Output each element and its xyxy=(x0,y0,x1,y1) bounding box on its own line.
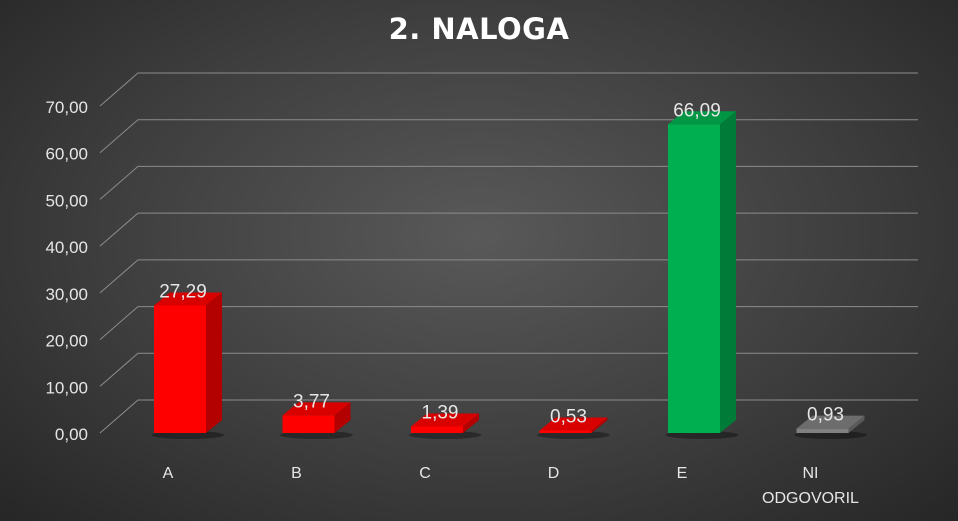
gridline xyxy=(100,73,918,106)
x-tick-label: ODGOVORIL xyxy=(762,490,859,507)
gridline xyxy=(100,353,918,386)
data-label: 27,29 xyxy=(159,282,207,303)
gridline xyxy=(100,213,918,246)
x-tick-label: NI xyxy=(803,465,819,482)
x-tick-label: E xyxy=(677,465,688,482)
data-label: 0,93 xyxy=(807,405,844,426)
bar-front xyxy=(668,124,720,433)
x-tick-label: A xyxy=(163,465,174,482)
data-label: 66,09 xyxy=(673,100,721,121)
gridline xyxy=(100,260,918,293)
bar xyxy=(154,293,222,433)
bar-front xyxy=(154,306,206,433)
y-tick-label: 60,00 xyxy=(45,145,88,164)
data-label: 1,39 xyxy=(422,403,459,424)
bar-front xyxy=(797,429,849,433)
y-tick-label: 10,00 xyxy=(45,378,88,397)
y-tick-label: 40,00 xyxy=(45,238,88,257)
y-tick-label: 70,00 xyxy=(45,98,88,117)
y-tick-label: 0,00 xyxy=(55,425,88,444)
y-tick-label: 30,00 xyxy=(45,285,88,304)
bar-side xyxy=(206,293,222,433)
gridline xyxy=(100,400,918,433)
data-label: 3,77 xyxy=(293,391,330,412)
bar-side xyxy=(720,111,736,433)
data-label: 0,53 xyxy=(550,407,587,428)
gridline xyxy=(100,120,918,153)
gridline xyxy=(100,307,918,340)
y-tick-label: 20,00 xyxy=(45,332,88,351)
bar-front xyxy=(283,415,335,433)
bar xyxy=(668,111,736,433)
y-tick-label: 50,00 xyxy=(45,191,88,210)
x-tick-label: C xyxy=(419,465,431,482)
bar-front xyxy=(540,431,592,433)
x-tick-label: D xyxy=(548,465,560,482)
x-tick-label: B xyxy=(291,465,302,482)
gridline xyxy=(100,166,918,199)
bar-front xyxy=(411,427,463,433)
